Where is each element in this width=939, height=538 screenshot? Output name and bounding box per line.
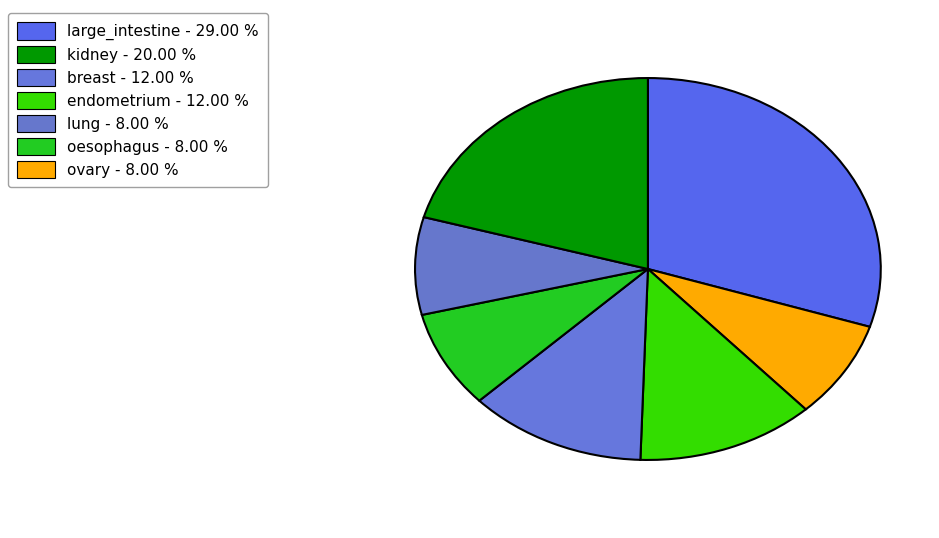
- Wedge shape: [415, 217, 648, 315]
- Wedge shape: [422, 269, 648, 401]
- Wedge shape: [479, 269, 648, 460]
- Wedge shape: [423, 78, 648, 269]
- Wedge shape: [648, 78, 881, 327]
- Wedge shape: [640, 269, 806, 460]
- Legend: large_intestine - 29.00 %, kidney - 20.00 %, breast - 12.00 %, endometrium - 12.: large_intestine - 29.00 %, kidney - 20.0…: [8, 13, 268, 187]
- Wedge shape: [648, 269, 870, 409]
